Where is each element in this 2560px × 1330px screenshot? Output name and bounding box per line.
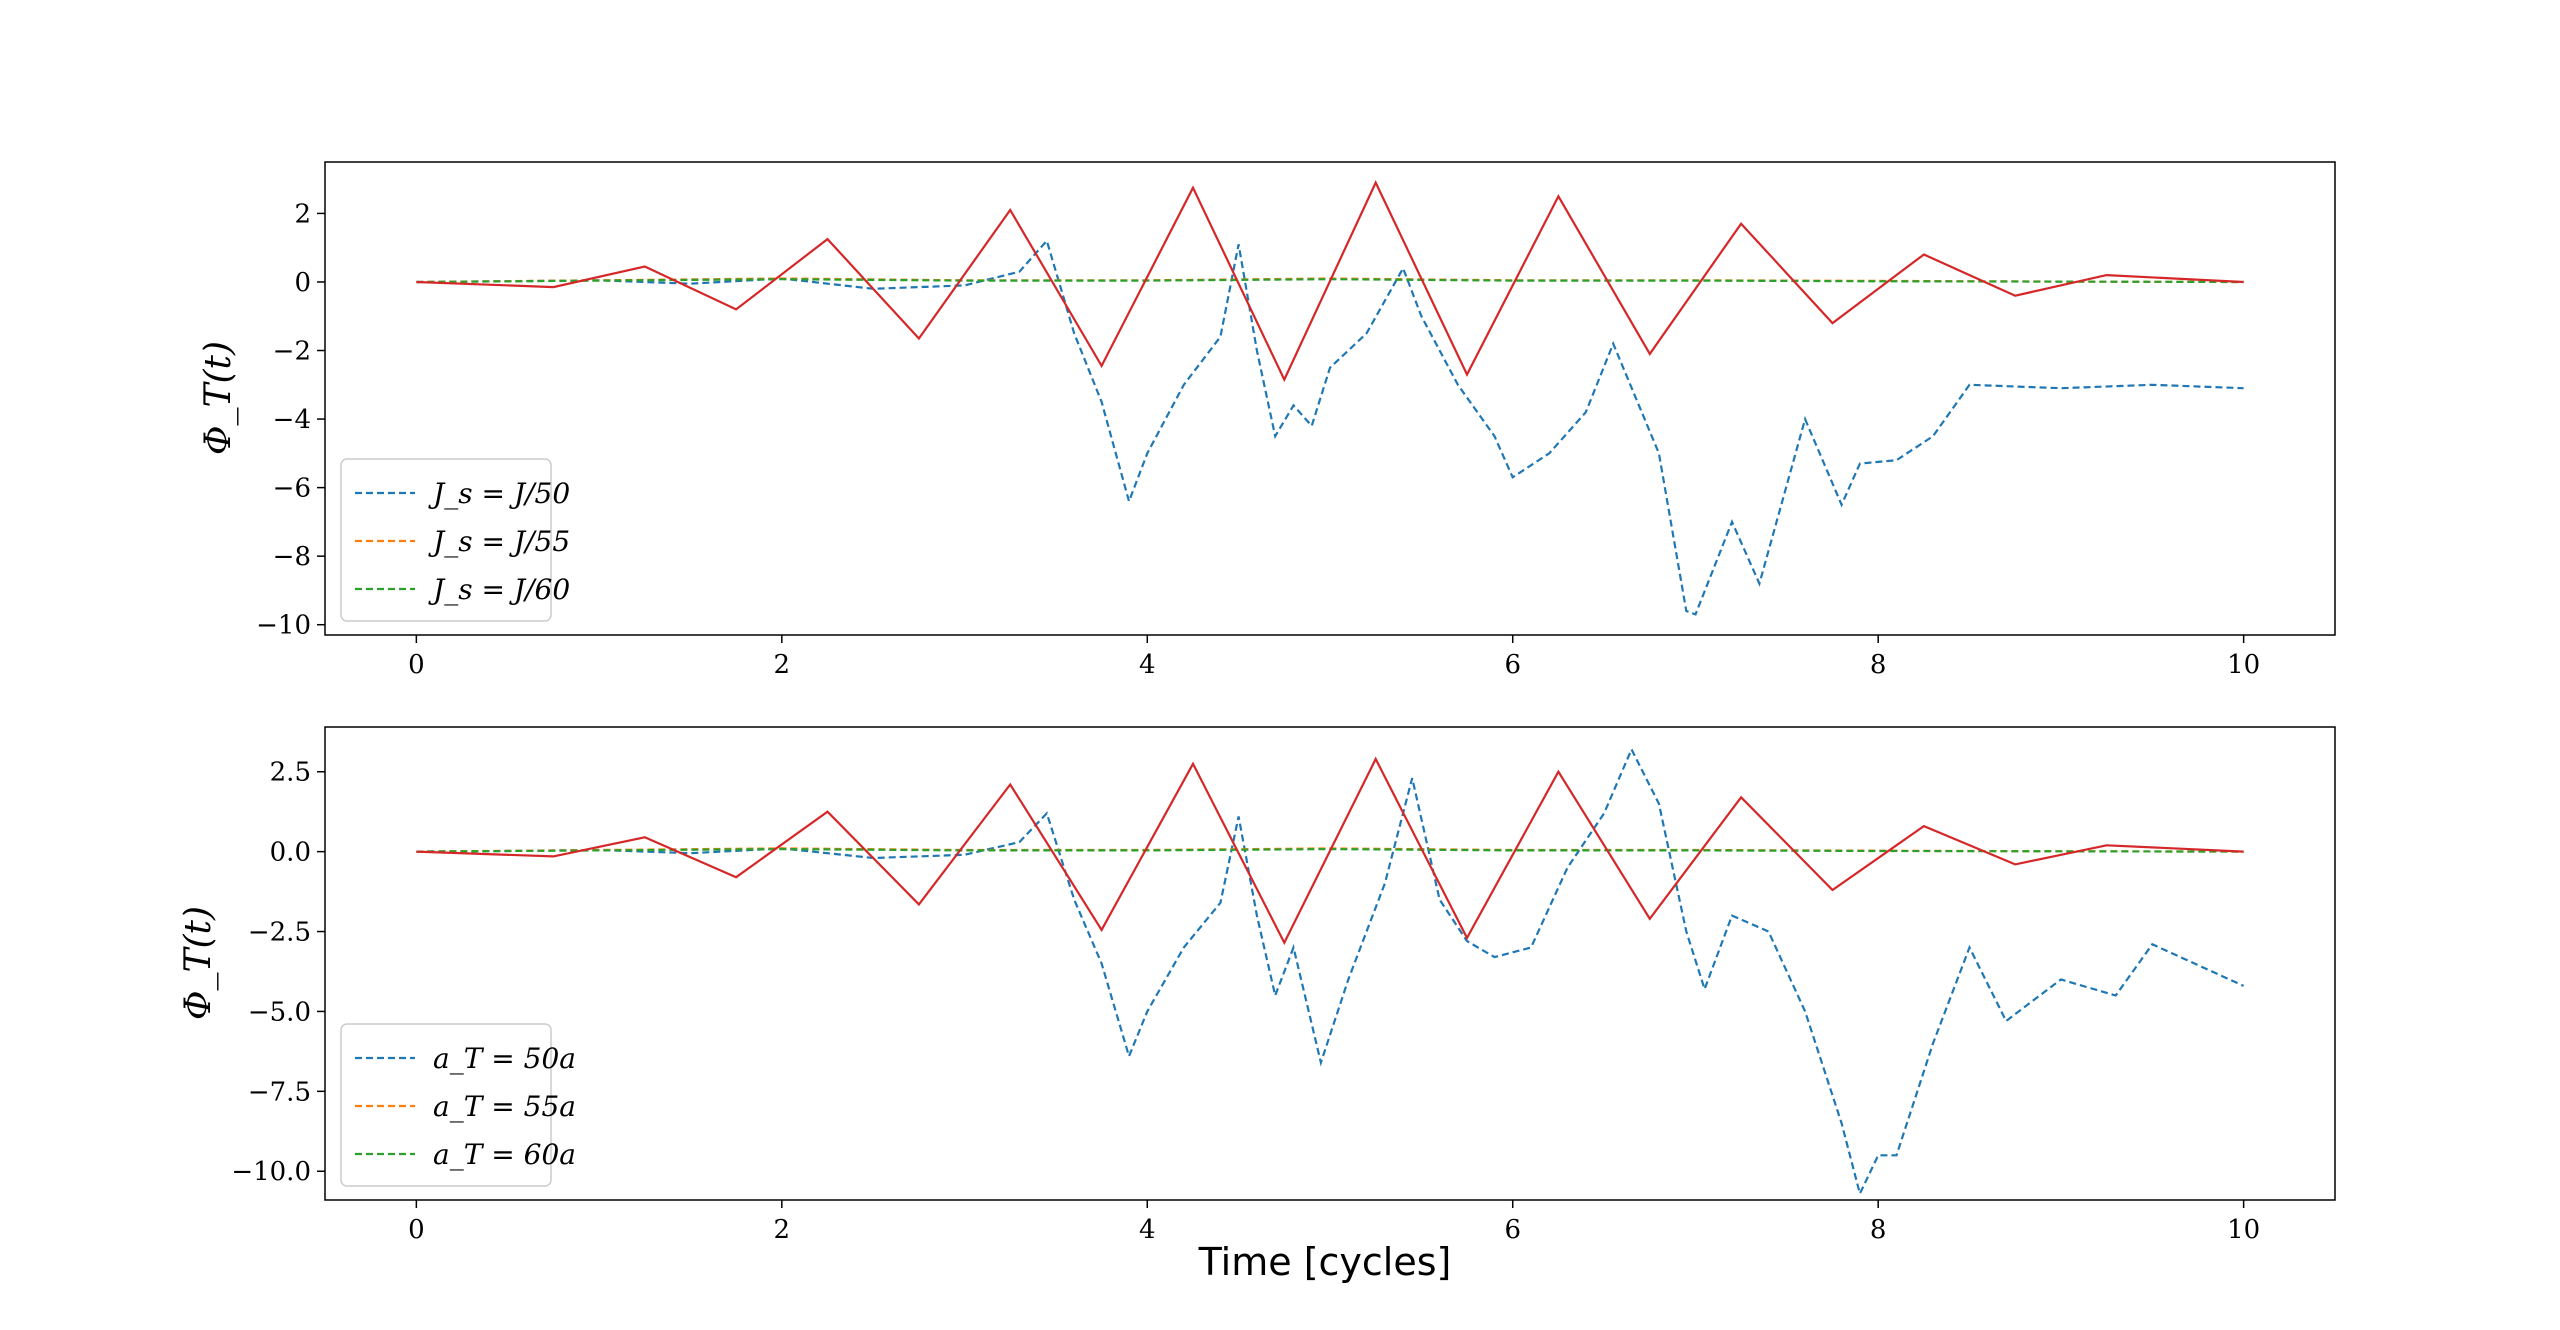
y-tick-label: −10.0 bbox=[231, 1157, 311, 1187]
x-tick-label: 0 bbox=[408, 1215, 425, 1245]
legend-label: J_s = J/50 bbox=[428, 477, 570, 510]
x-tick-label: 0 bbox=[408, 650, 425, 680]
legend-label: a_T = 60a bbox=[433, 1138, 576, 1171]
x-tick-label: 8 bbox=[1870, 1215, 1887, 1245]
y-axis-label: Φ_T(t) bbox=[178, 906, 219, 1020]
x-tick-label: 10 bbox=[2227, 1215, 2260, 1245]
y-tick-label: −5.0 bbox=[248, 997, 311, 1027]
legend-frame bbox=[340, 458, 552, 622]
y-tick-label: −8 bbox=[273, 542, 311, 572]
x-tick-label: 2 bbox=[774, 650, 791, 680]
x-tick-label: 6 bbox=[1504, 1215, 1521, 1245]
plot-area-frame bbox=[324, 726, 2336, 1201]
bottom-panel: 0 2 4 6 8 10 2.5 0.0 −2.5 −5.0 −7.5 −10.0 Φ_T(t) a_T … bbox=[178, 726, 2336, 1245]
y-tick-label: −4 bbox=[273, 405, 311, 435]
y-tick-label: −2 bbox=[273, 337, 311, 367]
legend-label: J_s = J/55 bbox=[428, 525, 570, 558]
legend-label: a_T = 55a bbox=[433, 1090, 576, 1123]
series-line-3 bbox=[416, 180, 2244, 383]
series-line-0 bbox=[416, 746, 2245, 1197]
y-tick-label: −10 bbox=[256, 611, 311, 641]
y-tick-label: 0.0 bbox=[270, 838, 311, 868]
y-axis-label: Φ_T(t) bbox=[198, 341, 239, 455]
x-tick-label: 10 bbox=[2227, 650, 2260, 680]
x-tick-label: 2 bbox=[774, 1215, 791, 1245]
x-axis-label: Time [cycles] bbox=[1198, 1240, 1452, 1284]
series-line-3 bbox=[416, 756, 2244, 946]
y-tick-label: −2.5 bbox=[248, 918, 311, 948]
legend-label: a_T = 50a bbox=[433, 1042, 576, 1075]
y-tick-label: −6 bbox=[273, 474, 311, 504]
legend-frame bbox=[340, 1023, 552, 1187]
x-tick-label: 4 bbox=[1139, 650, 1156, 680]
series-line-0 bbox=[416, 238, 2244, 616]
x-tick-label: 4 bbox=[1139, 1215, 1156, 1245]
y-tick-label: 2.5 bbox=[270, 758, 311, 788]
plot-area-frame bbox=[324, 161, 2336, 636]
y-tick-label: −7.5 bbox=[248, 1077, 311, 1107]
x-tick-label: 6 bbox=[1504, 650, 1521, 680]
x-tick-label: 8 bbox=[1870, 650, 1887, 680]
legend: a_T = 50a a_T = 55a a_T = 60a bbox=[340, 1023, 576, 1187]
y-tick-label: 0 bbox=[294, 268, 311, 298]
legend: J_s = J/50 J_s = J/55 J_s = J/60 bbox=[340, 458, 570, 622]
y-tick-label: 2 bbox=[294, 199, 311, 229]
legend-label: J_s = J/60 bbox=[428, 573, 570, 606]
